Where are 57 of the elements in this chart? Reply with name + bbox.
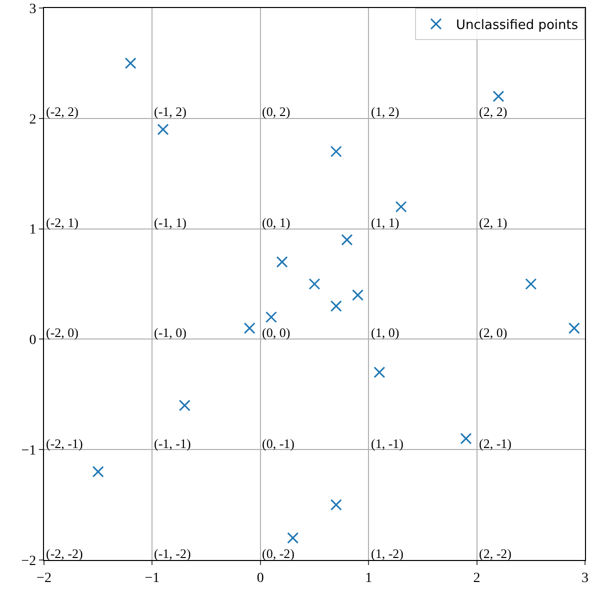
x-tick-label: −1 — [144, 570, 160, 586]
point — [460, 432, 472, 444]
point — [92, 466, 104, 478]
y-tick-label: −2 — [21, 554, 36, 569]
annotation: (1, -1) — [371, 436, 404, 451]
point — [341, 234, 353, 246]
annotation: (-1, 1) — [154, 215, 186, 230]
annotation: (0, -2) — [262, 546, 294, 561]
y-tick-label: 0 — [29, 333, 36, 348]
legend-label: Unclassified points — [456, 18, 578, 34]
annotation: (2, 2) — [479, 104, 508, 119]
annotation: (-2, -1) — [46, 436, 83, 451]
point — [265, 311, 277, 323]
annotation: (-1, 0) — [154, 325, 186, 340]
point — [492, 90, 504, 102]
annotation: (-2, 1) — [46, 215, 78, 230]
y-tick-label: −1 — [21, 444, 36, 458]
x-tick-label: 2 — [473, 570, 480, 586]
point — [352, 289, 364, 301]
point — [157, 124, 169, 136]
annotation: (-1, -2) — [154, 546, 191, 561]
point — [124, 57, 136, 69]
point — [330, 146, 342, 158]
annotation: (0, 1) — [262, 215, 290, 230]
point — [330, 300, 342, 312]
annotation: (2, -2) — [479, 546, 512, 561]
point — [178, 400, 190, 412]
annotation: (0, 0) — [262, 325, 290, 340]
annotation: (-2, -2) — [46, 546, 83, 561]
annotation: (0, 2) — [262, 104, 290, 119]
point — [395, 200, 407, 212]
point — [308, 278, 320, 290]
annotation: (-2, 0) — [46, 325, 78, 340]
annotation: (-2, 2) — [46, 104, 78, 119]
point — [568, 322, 580, 334]
point — [330, 499, 342, 511]
point — [276, 256, 288, 268]
annotation: (0, -1) — [262, 436, 294, 451]
x-tick-label: 0 — [256, 570, 264, 586]
annotation: (2, 1) — [479, 215, 508, 230]
y-tick-label: 1 — [29, 222, 36, 238]
point — [374, 366, 386, 378]
point — [287, 532, 299, 544]
annotation: (-1, -1) — [154, 436, 191, 451]
y-tick-label: 2 — [29, 112, 36, 128]
annotation: (2, -1) — [479, 436, 512, 451]
annotation: (1, -2) — [371, 546, 404, 561]
y-tick-label: 3 — [29, 2, 36, 17]
point — [525, 278, 537, 290]
annotation: (1, 1) — [371, 215, 400, 230]
x-tick-label: 1 — [365, 570, 372, 586]
point — [244, 322, 256, 334]
x-tick-label: 3 — [582, 570, 588, 586]
annotation: (2, 0) — [479, 325, 508, 340]
annotation: (1, 0) — [371, 325, 400, 340]
annotation: (1, 2) — [371, 104, 400, 119]
annotation: (-1, 2) — [154, 104, 186, 119]
